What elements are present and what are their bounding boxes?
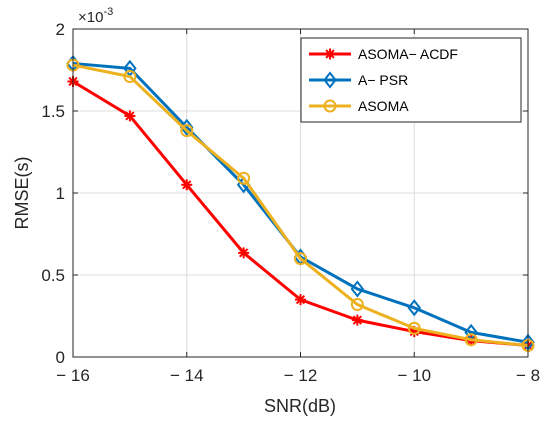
data-point [179,118,194,137]
x-tick-label: − 12 [284,366,318,385]
y-tick-label: 0.5 [41,266,65,285]
y-tick-label: 1.5 [41,102,65,121]
y-multiplier-base: ×10 [78,9,103,26]
data-point [350,298,364,312]
x-tick-label: − 10 [397,366,431,385]
legend-entry: A− PSR [309,71,408,89]
legend-label: ASOMA− ACDF [358,46,458,62]
data-point [123,70,137,84]
y-tick-label: 1 [56,184,65,203]
data-point [350,280,365,298]
y-tick-label: 0 [56,348,65,367]
data-point [407,299,422,317]
legend-entry: ASOMA− ACDF [309,46,458,62]
legend-marker [324,48,336,60]
x-axis-title: SNR(dB) [264,396,336,416]
data-point [295,294,306,306]
series-layer [66,54,535,353]
data-point [237,171,251,185]
data-point [181,179,193,191]
tick-marks [72,28,529,358]
data-point [464,333,478,347]
legend-label: A− PSR [358,72,408,88]
legend: ASOMA− ACDF A− PSR ASOMA [300,37,522,123]
x-tick-label: − 16 [56,366,90,385]
legend-marker [323,99,337,113]
y-tick-label: 2 [56,20,65,39]
data-point [294,252,307,266]
legend-label: ASOMA [358,98,409,114]
series-line [72,63,529,348]
data-point [180,124,194,138]
tick-labels: − 16 − 14 − 12 − 10 − 8 0 0.5 1 1.5 2 [41,20,540,385]
x-tick-label: − 8 [516,366,540,385]
legend-marker [323,71,337,89]
y-axis-title: RMSE(s) [12,157,32,230]
data-point [124,110,136,122]
data-point [351,314,363,326]
y-multiplier: ×10-3 [78,6,113,26]
data-point [238,247,250,259]
data-point [407,321,421,335]
y-multiplier-exponent: -3 [103,6,113,18]
x-tick-label: − 14 [170,366,204,385]
legend-entry: ASOMA [309,98,409,114]
